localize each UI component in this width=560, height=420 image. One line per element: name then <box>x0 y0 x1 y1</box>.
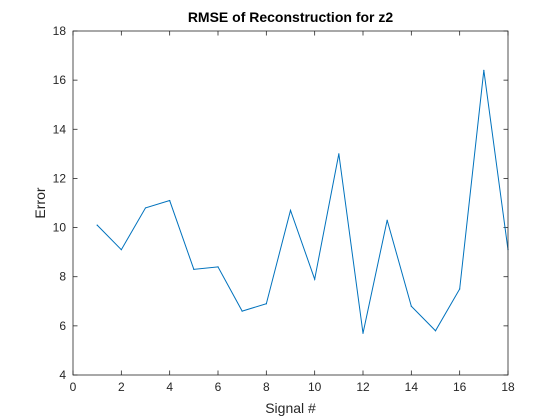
series-line <box>96 70 509 334</box>
y-tick-label: 8 <box>59 270 66 284</box>
y-tick-label: 12 <box>53 171 67 185</box>
data-point <box>169 199 171 202</box>
data-point <box>241 310 243 312</box>
data-point <box>96 224 98 226</box>
ticks-layer <box>72 30 509 376</box>
data-point <box>483 69 485 71</box>
data-point <box>362 332 364 334</box>
data-point <box>434 330 437 332</box>
data-point <box>193 268 195 270</box>
y-tick-label: 10 <box>53 221 67 235</box>
y-tick-label: 18 <box>53 24 67 38</box>
labels-layer: 0 2 4 6 8 10 12 14 16 18 4 6 8 10 12 14 16 18 <box>53 24 515 394</box>
x-tick-label: 4 <box>166 380 173 394</box>
x-tick-label: 8 <box>263 380 270 394</box>
data-point <box>386 219 388 221</box>
data-point <box>314 278 316 280</box>
x-tick-label: 16 <box>453 380 467 394</box>
x-axis-label: Signal # <box>265 400 316 416</box>
series-layer <box>96 69 509 334</box>
x-tick-label: 14 <box>405 380 419 394</box>
y-tick-label: 16 <box>53 73 67 87</box>
y-tick-label: 14 <box>53 122 67 136</box>
data-point <box>265 303 267 305</box>
x-tick-label: 18 <box>501 380 515 394</box>
data-point <box>217 266 219 268</box>
y-tick-label: 4 <box>59 368 66 382</box>
plot-frame <box>72 30 509 376</box>
data-point <box>144 207 147 209</box>
y-tick-label: 6 <box>59 319 66 333</box>
data-point <box>120 249 122 251</box>
plot-background <box>73 31 508 375</box>
x-tick-label: 12 <box>356 380 370 394</box>
x-tick-label: 6 <box>215 380 222 394</box>
data-point <box>410 305 412 307</box>
data-point <box>338 153 340 155</box>
y-axis-label: Error <box>32 187 48 218</box>
data-point <box>289 209 292 211</box>
x-tick-label: 0 <box>70 380 77 394</box>
chart-title: RMSE of Reconstruction for z2 <box>188 9 394 25</box>
data-point <box>459 288 461 290</box>
x-tick-label: 2 <box>118 380 125 394</box>
x-tick-label: 10 <box>308 380 322 394</box>
